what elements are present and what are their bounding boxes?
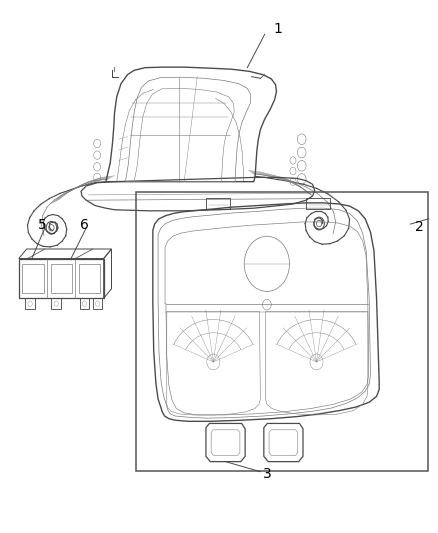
- Bar: [79, 264, 100, 293]
- Text: 1: 1: [273, 22, 282, 36]
- Bar: [50, 264, 72, 293]
- Text: 2: 2: [415, 220, 424, 234]
- Bar: [93, 298, 102, 309]
- Bar: [51, 298, 61, 309]
- Text: 6: 6: [80, 218, 88, 232]
- Bar: [25, 298, 35, 309]
- Text: 5: 5: [39, 218, 47, 232]
- Bar: [22, 264, 44, 293]
- Bar: [306, 198, 330, 209]
- Bar: [206, 198, 230, 209]
- Bar: [136, 192, 428, 471]
- Bar: [80, 298, 89, 309]
- Text: 3: 3: [262, 467, 271, 481]
